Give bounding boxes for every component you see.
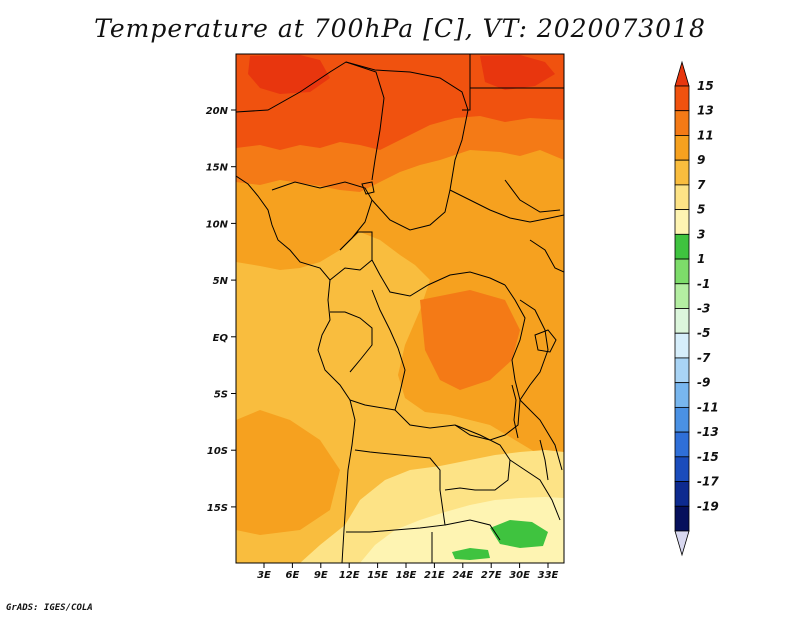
temperature-field [236,54,564,563]
colorbar-box [674,481,690,507]
colorbar-box [674,406,690,433]
colorbar-box [674,283,690,309]
border-libya-sudan [462,54,471,111]
colorbar-label: -5 [697,326,710,340]
colorbar-label: 7 [697,178,706,192]
latitude-axis: 20N 15N 10N 5N EQ 5S 10S 15S [206,106,236,514]
border-car-south [371,259,506,297]
colorbar-label: -15 [697,450,719,464]
longitude-axis: 3E 6E 9E 12E 15E 18E 21E 24E 27E 30E 33E [257,563,559,581]
border-drc-west [371,289,456,429]
lat-label: 10N [206,219,229,230]
lake-tanganyika [511,384,519,439]
lon-label: 33E [538,570,559,581]
lat-label: 5N [213,276,229,287]
border-zambia [444,424,511,491]
colorbar-label: -17 [697,475,719,489]
lon-label: 27E [481,570,502,581]
colorbar-label: 3 [697,227,705,241]
colorbar-label: 11 [697,128,714,142]
lat-label: 15S [207,503,228,514]
country-borders [236,54,564,563]
border-cameroon [329,231,373,281]
colorbar-box [674,159,690,186]
band-11-13-east [420,290,520,390]
lon-label: 3E [257,570,271,581]
border-chad-car [371,189,564,231]
band-9-11-ocean [236,410,340,535]
border-mozambique [509,459,561,521]
colorbar-box [674,332,690,359]
border-gabon-congo [330,311,373,373]
lon-label: 15E [367,570,388,581]
colorbar-label: -13 [697,425,719,439]
colorbar-label: 9 [697,153,705,167]
lat-label: 20N [206,106,229,117]
colorbar-box [674,184,690,211]
colorbar-label: 13 [697,104,714,118]
band-15-west [248,55,330,94]
lon-label: 30E [509,570,530,581]
lat-label: 15N [206,163,229,174]
band-below-3-a [490,520,548,548]
map-frame [235,53,565,564]
colorbar-box [674,233,690,260]
lat-label: 5S [214,390,228,401]
border-drc-east [454,284,526,441]
colorbar-box [674,308,690,334]
lon-label: 18E [396,570,417,581]
colorbar-bottom-triangle [674,530,690,557]
lon-label: 21E [424,570,445,581]
lon-label: 9E [314,570,328,581]
colorbar-label: 1 [697,252,705,266]
lon-label: 24E [452,570,473,581]
colorbar-label: 15 [697,79,714,93]
colorbar-box [674,382,690,408]
map-title: Temperature at 700hPa [C], VT: 202007301… [94,14,706,43]
lake-victoria [534,329,557,353]
colorbar-box [674,258,690,285]
colorbar-label: -3 [697,302,710,316]
border-niger-chad [345,61,469,191]
colorbar-box [674,110,690,136]
colorbar-label: -7 [697,351,711,365]
border-tanzania [519,399,563,471]
lake-chad [361,181,375,195]
colorbar-box [674,357,690,384]
colorbar-box [674,505,690,532]
border-angola [346,399,446,533]
colorbar: 15 13 11 9 7 5 3 1 -1 -3 -5 -7 -9 -11 -13 -15 -17 -19 [674,60,719,557]
colorbar-box [674,431,690,458]
band-below-3-b [452,548,490,560]
colorbar-box [674,209,690,235]
atlantic-coastline [236,175,356,563]
colorbar-box [674,85,690,112]
border-nigeria [271,181,373,251]
colorbar-label: -19 [697,499,719,513]
border-namibia-botswana [431,519,501,563]
colorbar-label: -9 [697,376,710,390]
colorbar-label: 5 [697,203,705,217]
lon-label: 12E [339,570,360,581]
lon-label: 6E [286,570,300,581]
border-mali-niger [236,61,385,181]
credit-label: GrADS: IGES/COLA [6,603,93,613]
band-15-east [480,55,555,90]
colorbar-label: -1 [697,277,710,291]
lake-malawi [539,439,549,481]
colorbar-box [674,456,690,482]
colorbar-box [674,135,690,161]
colorbar-top-triangle [674,60,690,87]
colorbar-label: -11 [697,400,719,414]
lakes [361,181,557,481]
lat-label: EQ [213,333,229,344]
border-ethiopia-kenya [504,179,564,273]
lat-label: 10S [207,446,228,457]
border-uganda-kenya [519,299,549,401]
